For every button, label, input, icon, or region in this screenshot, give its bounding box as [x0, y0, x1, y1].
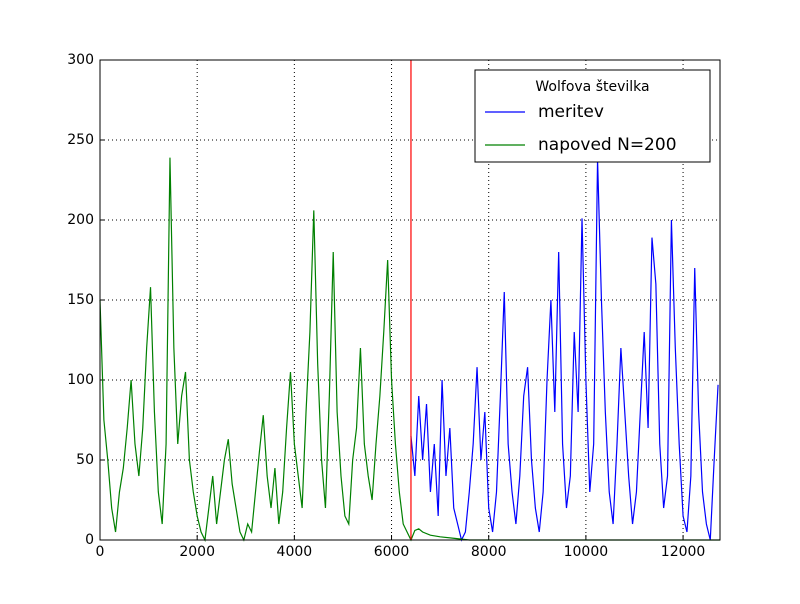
x-tick-label: 0: [96, 544, 105, 560]
y-tick-label: 300: [67, 52, 94, 68]
y-tick-label: 100: [67, 372, 94, 388]
x-tick-label: 6000: [374, 544, 410, 560]
plot-frame: [99, 59, 721, 541]
legend-label: meritev: [538, 102, 604, 122]
y-tick-label: 50: [76, 452, 94, 468]
x-tick-label: 2000: [179, 544, 215, 560]
x-tick-label: 8000: [471, 544, 507, 560]
y-tick-label: 150: [67, 292, 94, 308]
series-line: [99, 157, 720, 543]
x-tick-label: 4000: [277, 544, 313, 560]
legend-box: [474, 69, 711, 163]
x-tick-label: 12000: [661, 544, 706, 560]
y-tick-label: 0: [85, 532, 94, 548]
y-tick-label: 200: [67, 212, 94, 228]
y-tick-label: 250: [67, 132, 94, 148]
legend-label: napoved N=200: [538, 135, 677, 155]
legend-title: Wolfova številka: [535, 79, 649, 95]
x-tick-label: 10000: [564, 544, 609, 560]
